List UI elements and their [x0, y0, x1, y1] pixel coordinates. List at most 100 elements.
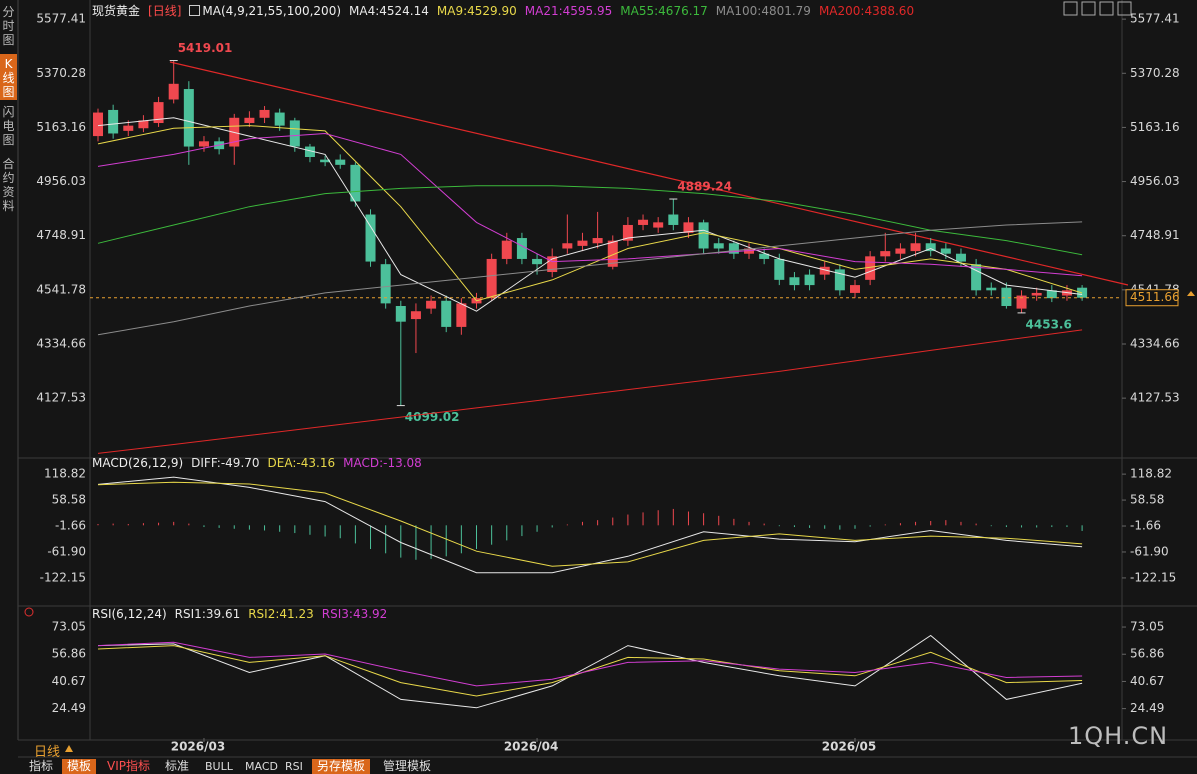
side-tab[interactable]: 分时图 [2, 5, 15, 47]
side-tab[interactable]: 合约资料 [2, 157, 15, 213]
icon-fit[interactable] [1081, 1, 1096, 16]
side-tab[interactable]: 闪电图 [2, 105, 15, 147]
candle-body [289, 120, 300, 147]
period-button[interactable]: 日线 [34, 745, 61, 760]
y-tick-label-right: 73.05 [1130, 620, 1164, 634]
bottom-tab[interactable]: 标准 [165, 759, 190, 773]
indicator-line [97, 641, 1083, 687]
legend-name: DEA [267, 456, 293, 470]
y-tick-label-right: -61.90 [1130, 544, 1169, 558]
bottom-tab[interactable]: RSI [285, 760, 303, 773]
candle-body [653, 222, 664, 228]
icon-zoom[interactable] [1063, 1, 1078, 16]
legend-value: -49.70 [220, 456, 260, 470]
rsi-icon [24, 607, 34, 617]
period-arrow[interactable] [65, 745, 73, 752]
y-tick-label-right: 4748.91 [1130, 228, 1180, 242]
candle-body [365, 214, 376, 262]
legend-name: MA55 [620, 3, 655, 18]
y-tick-label-right: 56.86 [1130, 647, 1164, 661]
extreme-label: 4453.6 [1026, 317, 1072, 331]
candle-body [274, 112, 285, 126]
legend-value: 4595.95 [562, 3, 613, 18]
legend-name: RSI2 [248, 607, 276, 621]
candle-body [804, 274, 815, 286]
y-tick-label: -61.90 [47, 544, 86, 558]
y-tick-label-right: 118.82 [1130, 467, 1172, 481]
extreme-label: 5419.01 [178, 41, 233, 55]
legend-value: 43.92 [352, 607, 388, 621]
legend-entry: DIFF:-49.70 [191, 456, 259, 470]
legend-value: -43.16 [296, 456, 336, 470]
y-tick-label-right: 24.49 [1130, 701, 1164, 715]
candle-body [713, 243, 724, 249]
y-tick-label: 5163.16 [36, 120, 86, 134]
bottom-tab[interactable]: 另存模板 [312, 759, 371, 774]
candle-body [168, 83, 179, 100]
y-tick-label: 40.67 [52, 674, 86, 688]
indicator-icon[interactable] [189, 5, 201, 16]
toolbar-icons[interactable] [1063, 1, 1132, 16]
candle-body [304, 146, 315, 157]
legend-separator: : [379, 456, 384, 470]
legend-separator: : [375, 3, 380, 18]
price-arrow [1187, 291, 1195, 296]
legend-value: 4676.17 [658, 3, 708, 18]
bottom-tab[interactable]: VIP指标 [107, 759, 150, 773]
y-tick-label-right: 5577.41 [1130, 12, 1180, 26]
legend-separator: : [860, 3, 865, 18]
legend-separator: : [558, 3, 563, 18]
candle-body [335, 159, 346, 165]
bottom-tab[interactable]: 模板 [62, 759, 97, 774]
side-tab-active[interactable]: K线图 [0, 54, 17, 100]
watermark: 1QH.CN [1068, 722, 1169, 750]
candle-body [108, 109, 119, 134]
legend-name: MACD [343, 456, 380, 470]
candle-body [123, 125, 134, 131]
indicator-line [97, 645, 1083, 697]
legend-name: RSI3 [321, 607, 349, 621]
legend-name: MA9 [436, 3, 464, 18]
candle-body [441, 300, 452, 327]
candle-body [971, 264, 982, 291]
y-tick-label-right: 5370.28 [1130, 66, 1180, 80]
icon-close[interactable] [1117, 1, 1132, 16]
y-tick-label: 4541.78 [36, 282, 86, 296]
icon-settings[interactable] [1099, 1, 1114, 16]
current-price-box [1125, 289, 1179, 307]
candle-body [395, 306, 406, 322]
candle-body [577, 240, 588, 246]
candle-body [774, 258, 785, 280]
candle-body [516, 238, 527, 259]
y-tick-label: 24.49 [52, 701, 86, 715]
y-tick-label-right: 4334.66 [1130, 336, 1180, 350]
candle-body [547, 256, 558, 273]
bottom-tab[interactable]: 管理模板 [383, 759, 432, 773]
candle-body [426, 300, 437, 309]
y-tick-label-right: 40.67 [1130, 674, 1164, 688]
bottom-tab[interactable]: BULL [205, 760, 233, 773]
legend-value: 39.61 [205, 607, 241, 621]
candle-body [592, 238, 603, 244]
legend-separator: : [275, 607, 280, 621]
indicator-line [97, 634, 1083, 709]
legend-entry: DEA:-43.16 [268, 456, 336, 470]
candle-body [153, 102, 164, 124]
candle-body [456, 303, 467, 327]
candle-body [910, 243, 921, 252]
legend-entry: MA55:4676.17 [620, 4, 708, 18]
legend-value: 4529.90 [467, 3, 517, 18]
candle-body [744, 248, 755, 254]
legend-name: MA200 [818, 3, 861, 18]
y-tick-label-right: -122.15 [1130, 570, 1176, 584]
bottom-tab[interactable]: 指标 [29, 759, 54, 773]
candle-body [638, 219, 649, 225]
bottom-tab[interactable]: MACD [245, 760, 278, 773]
indicator-line [97, 132, 1083, 277]
candle-body [138, 120, 149, 129]
candle-body [244, 117, 255, 124]
extreme-label: 4099.02 [405, 410, 460, 424]
candle-body [501, 240, 512, 259]
